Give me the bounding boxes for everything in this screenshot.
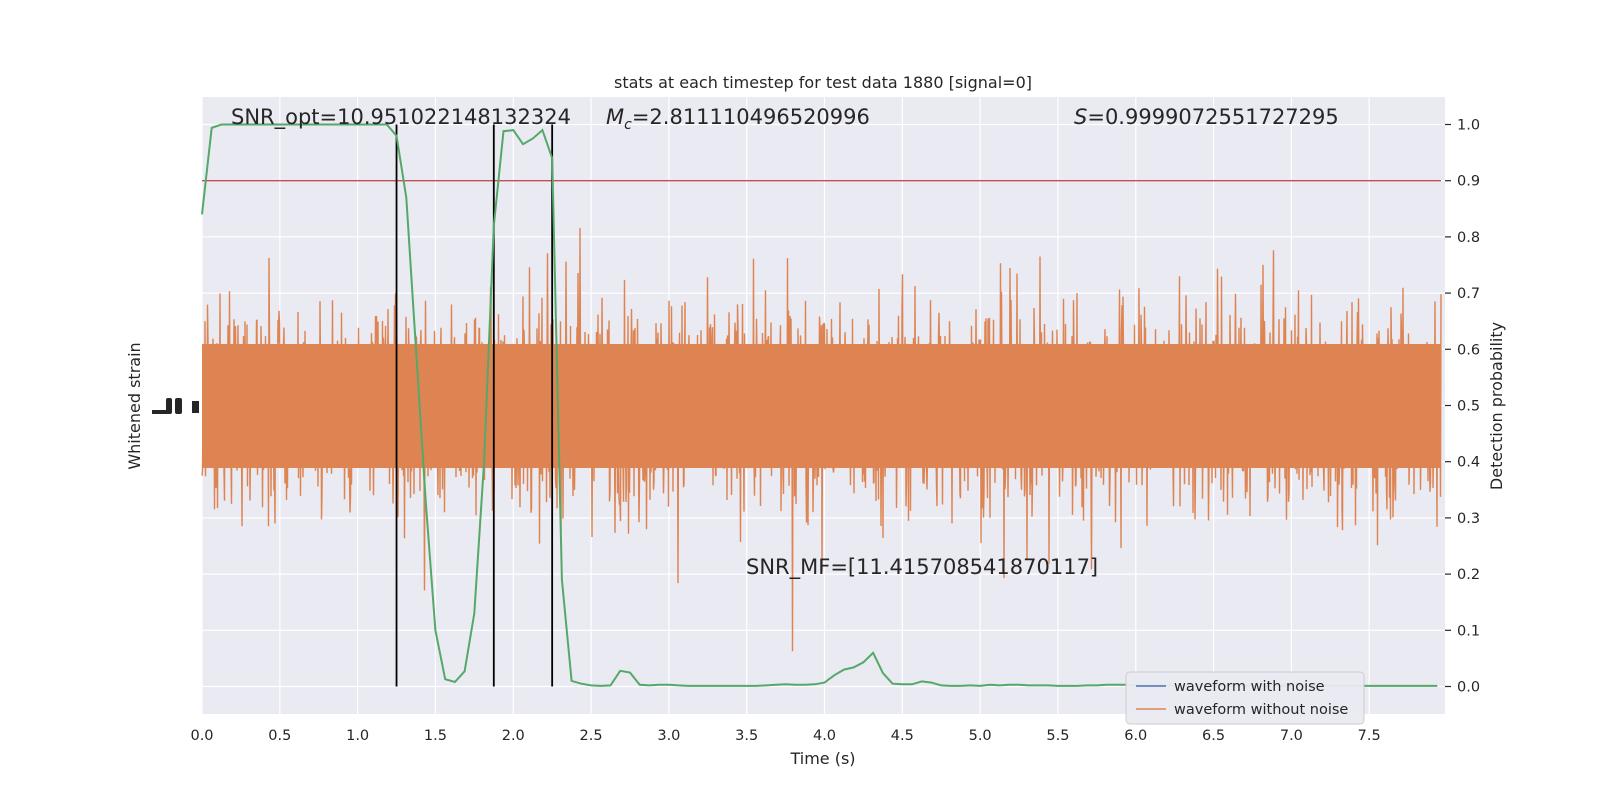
x-tick-label-9: 4.5 [891, 728, 914, 744]
x-tick-label-3: 1.5 [424, 728, 447, 744]
mc-subscript: c [624, 117, 632, 133]
mc-value: =2.811110496520996 [632, 105, 870, 129]
chart-title: stats at each timestep for test data 188… [614, 73, 1032, 92]
snr-opt-annotation: SNR_opt=10.951022148132324 [231, 105, 571, 130]
x-tick-label-12: 6.0 [1124, 728, 1147, 744]
x-tick-label-13: 6.5 [1202, 728, 1225, 744]
x-tick-label-6: 3.0 [657, 728, 680, 744]
y-tick-label-7: 0.7 [1457, 286, 1480, 302]
y-tick-label-4: 0.4 [1457, 455, 1480, 471]
x-tick-label-14: 7.0 [1280, 728, 1303, 744]
x-axis-ticks: 0.0 0.5 1.0 1.5 2.0 2.5 3.0 3.5 4.0 4.5 5.0 5.5 6.0 6… [190, 728, 1380, 744]
y-right-axis-label: Detection probability [1487, 322, 1506, 490]
x-tick-label-2: 1.0 [346, 728, 369, 744]
y-tick-label-6: 0.6 [1457, 342, 1480, 358]
legend: waveform with noise waveform without noi… [1125, 671, 1365, 725]
y-left-axis-label: Whitened strain [125, 342, 144, 469]
y-tick-label-9: 0.9 [1457, 174, 1480, 190]
y-tick-label-2: 0.2 [1457, 567, 1480, 583]
y-tick-label-0: 0.0 [1457, 680, 1480, 696]
s-symbol: S [1074, 105, 1087, 129]
x-tick-label-5: 2.5 [580, 728, 603, 744]
detection-probability-line [201, 123, 1438, 687]
x-tick-label-4: 2.0 [502, 728, 525, 744]
snr-mf-annotation: SNR_MF=[11.415708541870117] [746, 555, 1098, 580]
legend-label-with-noise: waveform with noise [1174, 679, 1325, 695]
y-tick-label-5: 0.5 [1457, 399, 1480, 415]
s-annotation: S=0.9999072551727295 [1074, 105, 1339, 129]
x-tick-label-1: 0.5 [268, 728, 291, 744]
x-tick-label-0: 0.0 [190, 728, 213, 744]
legend-box [1125, 671, 1365, 725]
probability-series [201, 123, 1438, 687]
y-tick-label-3: 0.3 [1457, 511, 1480, 527]
mc-annotation: Mc=2.811110496520996 [606, 105, 870, 133]
legend-label-without-noise: waveform without noise [1174, 702, 1348, 718]
waveform-dense-band [202, 344, 1441, 468]
y-tick-label-8: 0.8 [1457, 230, 1480, 246]
mc-symbol: M [606, 105, 624, 129]
y-right-axis-ticks: 0.0 0.1 0.2 0.3 0.4 0.5 0.6 0.7 0.8 0.9 1.0 [1445, 118, 1480, 696]
x-tick-label-15: 7.5 [1358, 728, 1381, 744]
y-tick-label-10: 1.0 [1457, 118, 1480, 134]
strain-series [201, 228, 1442, 652]
x-tick-label-8: 4.0 [813, 728, 836, 744]
y-left-axis-ticks [152, 398, 199, 414]
s-value: =0.9999072551727295 [1087, 105, 1338, 129]
x-tick-label-7: 3.5 [735, 728, 758, 744]
y-tick-label-1: 0.1 [1457, 623, 1480, 639]
x-tick-label-10: 5.0 [969, 728, 992, 744]
x-axis-label: Time (s) [789, 749, 855, 768]
x-tick-label-11: 5.5 [1046, 728, 1069, 744]
